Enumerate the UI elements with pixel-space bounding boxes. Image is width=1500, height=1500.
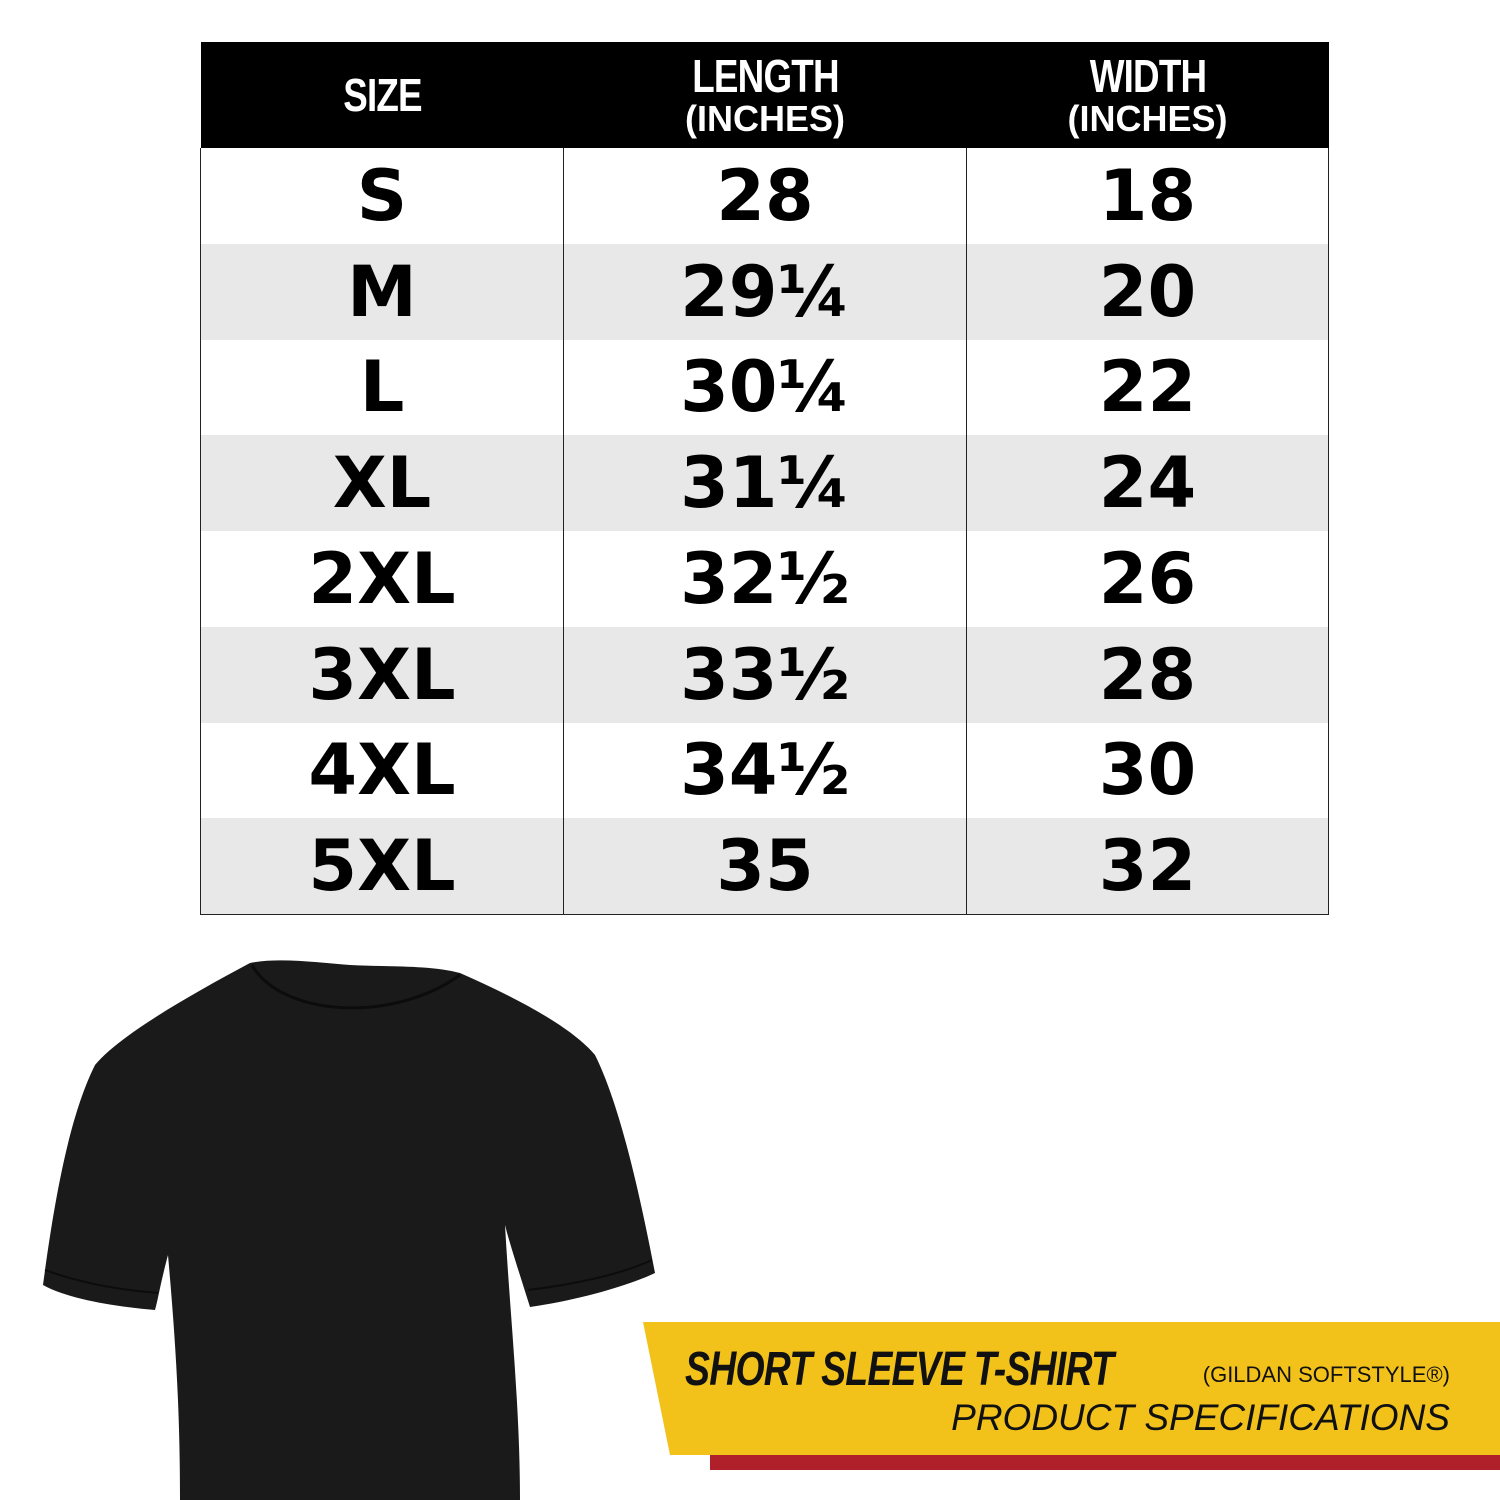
table-row: S 28 18 [200,148,1329,244]
banner-brand: (GILDAN SOFTSTYLE®) [1202,1362,1450,1387]
table-row: XL 31¼ 24 [200,435,1329,531]
header-size: SIZE [200,42,564,148]
length-cell: 30¼ [563,339,967,436]
black-tshirt-icon [43,960,655,1500]
length-cell: 29¼ [563,243,967,340]
header-length: LENGTH (INCHES) [563,42,967,148]
table-row: 5XL 35 32 [200,818,1329,916]
banner-title: SHORT SLEEVE T-SHIRT [685,1343,1114,1396]
size-cell: L [200,339,564,436]
width-cell: 28 [966,626,1329,723]
size-cell: 3XL [200,626,564,723]
banner-subtitle: PRODUCT SPECIFICATIONS [951,1397,1450,1438]
table-row: 3XL 33½ 28 [200,626,1329,723]
width-cell: 22 [966,339,1329,436]
size-cell: 4XL [200,722,564,819]
width-cell: 26 [966,531,1329,627]
table-row: 2XL 32½ 26 [200,531,1329,627]
length-cell: 33½ [563,626,967,723]
width-cell: 32 [966,818,1329,916]
table-row: M 29¼ 20 [200,243,1329,340]
size-cell: XL [200,435,564,531]
length-cell: 31¼ [563,435,967,531]
header-width: WIDTH (INCHES) [966,42,1329,148]
header-row: SIZE LENGTH (INCHES) WIDTH (INCHES) [200,42,1329,148]
table-row: L 30¼ 22 [200,339,1329,436]
length-cell: 35 [563,818,967,916]
length-cell: 28 [563,148,967,244]
width-cell: 20 [966,243,1329,340]
size-cell: S [200,148,564,244]
size-cell: 5XL [200,818,564,916]
table-row: 4XL 34½ 30 [200,722,1329,819]
width-cell: 30 [966,722,1329,819]
width-cell: 24 [966,435,1329,531]
size-chart-table: SIZE LENGTH (INCHES) WIDTH (INCHES) S 28 18 M… [200,42,1329,916]
banner-red-stripe [710,1455,1500,1470]
width-cell: 18 [966,148,1329,244]
length-cell: 32½ [563,531,967,627]
size-cell: M [200,243,564,340]
product-banner [643,1322,1500,1455]
size-cell: 2XL [200,531,564,627]
length-cell: 34½ [563,722,967,819]
